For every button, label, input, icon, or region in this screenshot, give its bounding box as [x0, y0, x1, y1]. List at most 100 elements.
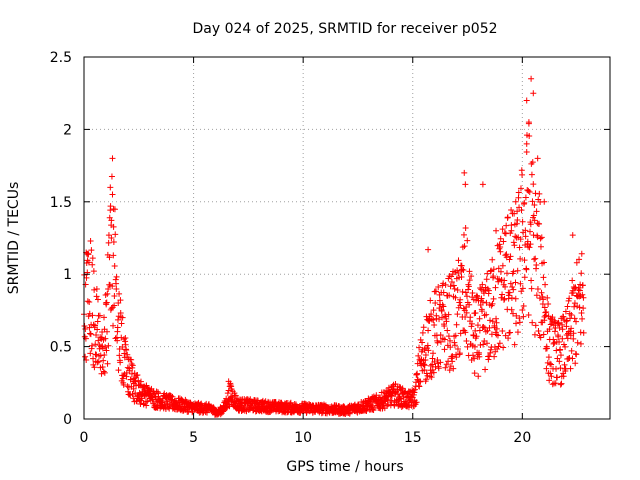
data-point	[435, 365, 442, 372]
data-point	[563, 317, 570, 324]
data-point	[427, 362, 434, 369]
data-point	[559, 321, 566, 328]
data-point	[500, 238, 507, 245]
data-point	[465, 283, 472, 290]
data-point	[530, 212, 537, 219]
data-point	[533, 262, 540, 269]
data-point	[91, 322, 98, 329]
data-point	[541, 313, 548, 320]
data-point	[499, 226, 506, 233]
data-point	[513, 320, 520, 327]
data-point	[485, 287, 492, 294]
data-point	[501, 229, 508, 236]
data-point	[91, 364, 98, 371]
data-point	[87, 350, 94, 357]
data-point	[430, 350, 437, 357]
data-point	[113, 286, 120, 293]
data-point	[478, 295, 485, 302]
data-point	[89, 255, 96, 262]
data-point	[441, 322, 448, 329]
data-point	[543, 365, 550, 372]
data-point	[108, 235, 115, 241]
data-point	[455, 257, 462, 264]
data-point	[87, 330, 94, 337]
data-point	[547, 360, 554, 367]
data-point	[500, 344, 507, 351]
data-point	[104, 290, 111, 297]
data-point	[232, 392, 239, 399]
data-point	[577, 340, 584, 347]
data-point	[547, 370, 554, 377]
data-point	[576, 287, 583, 294]
data-point	[557, 352, 564, 359]
data-point	[516, 244, 523, 251]
data-point	[479, 299, 486, 306]
data-point	[522, 194, 529, 201]
data-point	[522, 227, 529, 234]
data-point	[570, 330, 577, 337]
data-point	[434, 339, 441, 346]
data-point	[129, 390, 136, 397]
data-point	[517, 185, 524, 192]
data-point	[228, 383, 235, 390]
data-point	[521, 274, 528, 281]
data-point	[537, 334, 544, 341]
data-point	[553, 365, 560, 372]
data-point	[113, 280, 120, 287]
data-point	[495, 265, 502, 272]
data-point	[415, 382, 422, 389]
data-point	[474, 322, 481, 329]
data-point	[129, 362, 136, 369]
data-point	[506, 256, 513, 263]
data-point	[577, 329, 584, 336]
data-point	[573, 318, 580, 325]
data-point	[463, 293, 470, 300]
data-point	[563, 323, 570, 330]
data-point	[537, 243, 544, 250]
data-point	[534, 285, 541, 292]
data-point	[504, 214, 511, 221]
data-point	[520, 313, 527, 320]
data-point	[471, 355, 478, 362]
data-point	[108, 217, 115, 224]
data-point	[472, 310, 479, 317]
data-point	[536, 220, 543, 227]
x-tick-label: 15	[404, 430, 422, 446]
data-point	[430, 369, 437, 376]
data-point	[578, 310, 585, 317]
data-point	[517, 280, 524, 287]
data-point	[457, 302, 464, 309]
data-point	[490, 266, 497, 273]
data-point	[414, 370, 421, 377]
data-point	[573, 351, 580, 358]
data-point	[109, 191, 116, 198]
data-point	[557, 365, 564, 372]
data-point	[495, 278, 502, 285]
data-point	[541, 304, 548, 311]
data-point	[115, 367, 122, 374]
data-point	[531, 331, 538, 338]
data-point	[111, 293, 118, 300]
data-point	[442, 364, 449, 371]
data-point	[446, 292, 453, 299]
data-point	[576, 256, 583, 263]
x-tick-label: 10	[294, 430, 312, 446]
data-point	[514, 329, 521, 336]
data-point	[91, 286, 98, 293]
data-point	[433, 288, 440, 295]
y-tick-label: 0	[63, 412, 72, 428]
data-point	[502, 230, 509, 237]
data-point	[522, 233, 529, 240]
data-point	[224, 390, 231, 397]
data-point	[129, 364, 136, 371]
data-point	[500, 296, 507, 303]
data-point	[566, 295, 573, 302]
data-point	[101, 351, 108, 358]
data-point	[546, 326, 553, 333]
data-point	[514, 208, 521, 215]
data-point	[531, 217, 538, 224]
chart-title: Day 024 of 2025, SRMTID for receiver p05…	[192, 21, 497, 37]
data-point	[105, 286, 112, 293]
data-point	[529, 319, 536, 326]
data-point	[452, 294, 459, 301]
